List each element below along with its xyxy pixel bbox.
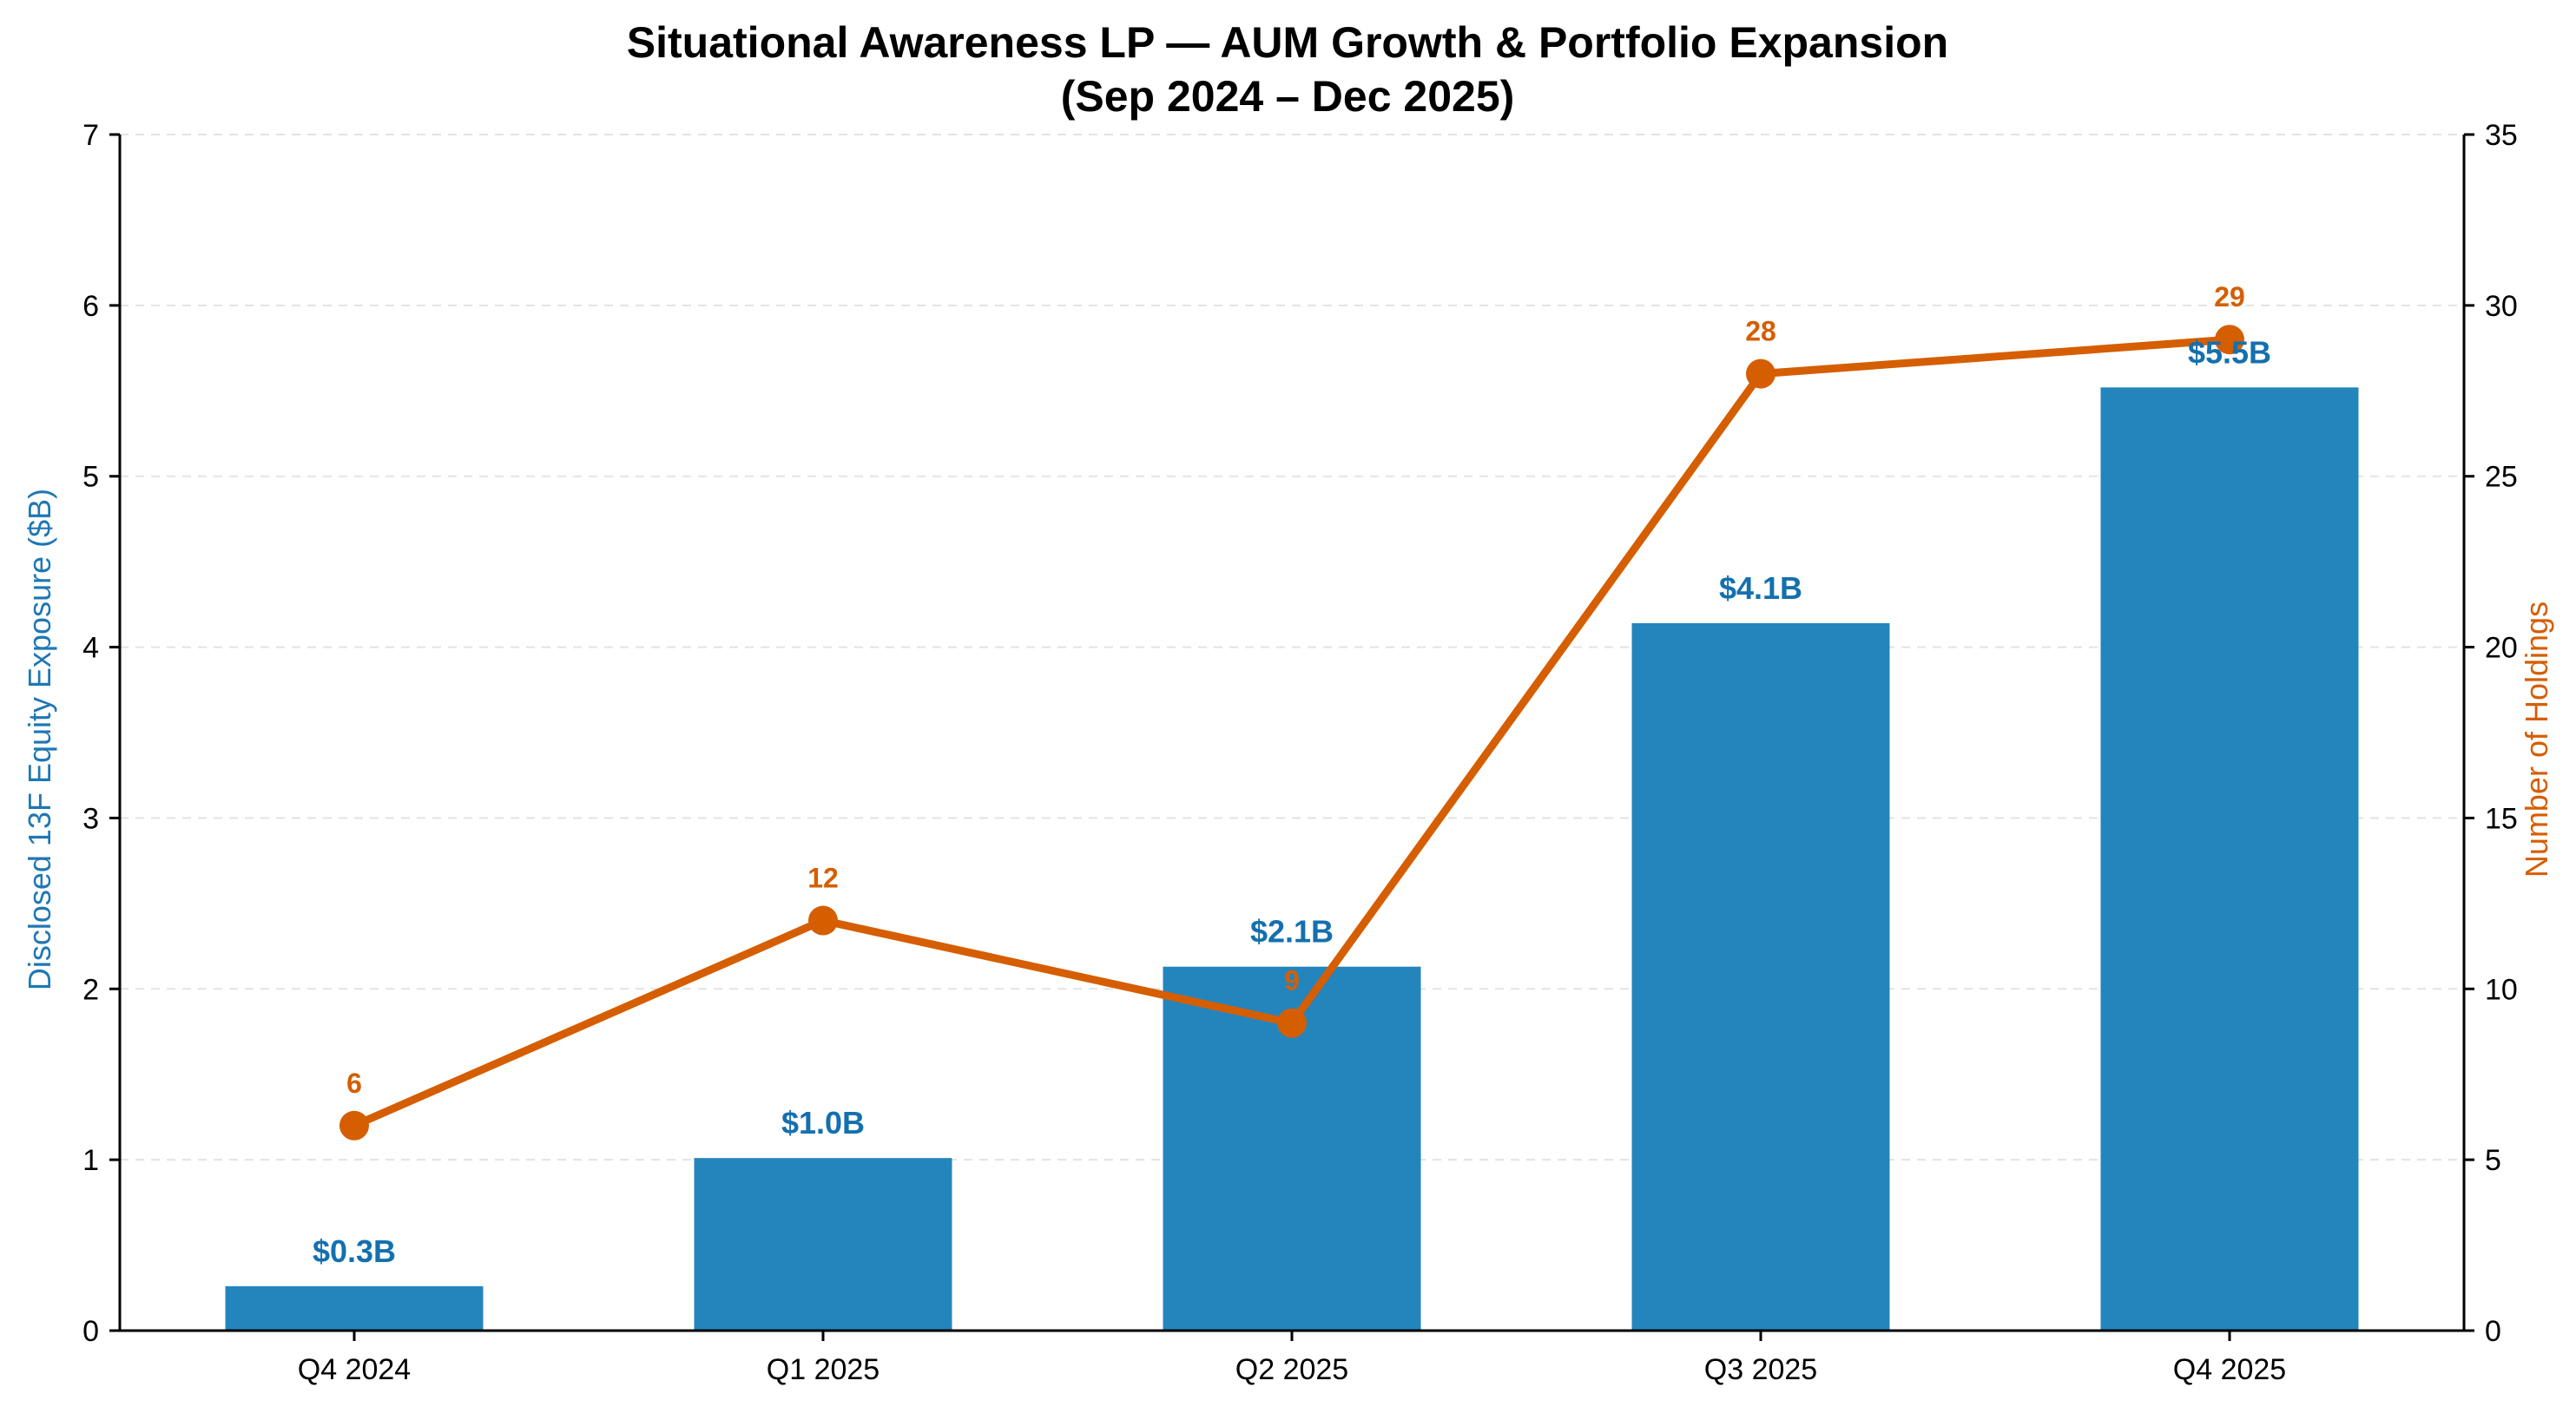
bar-value-label: $2.1B (1250, 914, 1334, 950)
y-left-tick-label: 4 (82, 632, 99, 665)
y-left-tick-label: 5 (82, 461, 99, 494)
holdings-point (1746, 358, 1776, 389)
bar (2100, 387, 2359, 1331)
y-right-tick-label: 10 (2485, 973, 2518, 1006)
x-tick-label: Q4 2025 (2173, 1353, 2286, 1386)
holdings-point (808, 905, 838, 936)
x-tick-label: Q1 2025 (767, 1353, 880, 1386)
bar-value-label: $0.3B (313, 1233, 396, 1269)
x-tick-label: Q2 2025 (1235, 1353, 1348, 1386)
bar-series (225, 387, 2359, 1331)
bar (225, 1285, 484, 1331)
x-tick-label: Q4 2024 (298, 1353, 411, 1386)
holdings-value-label: 12 (807, 863, 839, 894)
holdings-value-label: 9 (1284, 965, 1300, 996)
chart-title-line1: Situational Awareness LP — AUM Growth & … (627, 18, 1948, 67)
holdings-value-label: 28 (1745, 316, 1776, 347)
y-right-tick-label: 25 (2485, 461, 2518, 494)
y-axis-left-label: Disclosed 13F Equity Exposure ($B) (22, 489, 57, 990)
holdings-point (339, 1110, 369, 1141)
x-tick-label: Q3 2025 (1704, 1353, 1817, 1386)
bar-value-label: $4.1B (1719, 570, 1802, 606)
y-right-tick-label: 15 (2485, 802, 2518, 835)
bar (694, 1158, 952, 1331)
y-right-tick-label: 35 (2485, 119, 2518, 152)
y-left-tick-label: 0 (82, 1315, 99, 1348)
holdings-value-label: 29 (2214, 281, 2245, 312)
chart-title-line2: (Sep 2024 – Dec 2025) (1061, 72, 1515, 121)
holdings-point (2215, 325, 2244, 355)
y-left-tick-label: 6 (82, 290, 99, 323)
y-axis-right-label: Number of Holdings (2519, 602, 2554, 878)
y-right-tick-label: 20 (2485, 632, 2518, 665)
data-labels: $0.3B $1.0B $2.1B $4.1B $5.5B 6 12 9 28 29 (313, 281, 2271, 1269)
bar (1631, 623, 1890, 1331)
y-left-tick-label: 1 (82, 1144, 99, 1177)
y-right-tick-label: 0 (2485, 1315, 2501, 1348)
holdings-value-label: 6 (346, 1068, 362, 1099)
y-right-tick-label: 5 (2485, 1144, 2501, 1177)
bar-value-label: $5.5B (2188, 334, 2271, 370)
line-series (339, 325, 2244, 1141)
y-left-tick-label: 3 (82, 802, 99, 835)
y-left-tick-label: 7 (82, 119, 99, 152)
y-right-tick-label: 30 (2485, 290, 2518, 323)
holdings-point (1277, 1008, 1307, 1038)
gridlines (120, 134, 2464, 1161)
y-left-tick-label: 2 (82, 973, 99, 1006)
bar-value-label: $1.0B (781, 1105, 865, 1141)
